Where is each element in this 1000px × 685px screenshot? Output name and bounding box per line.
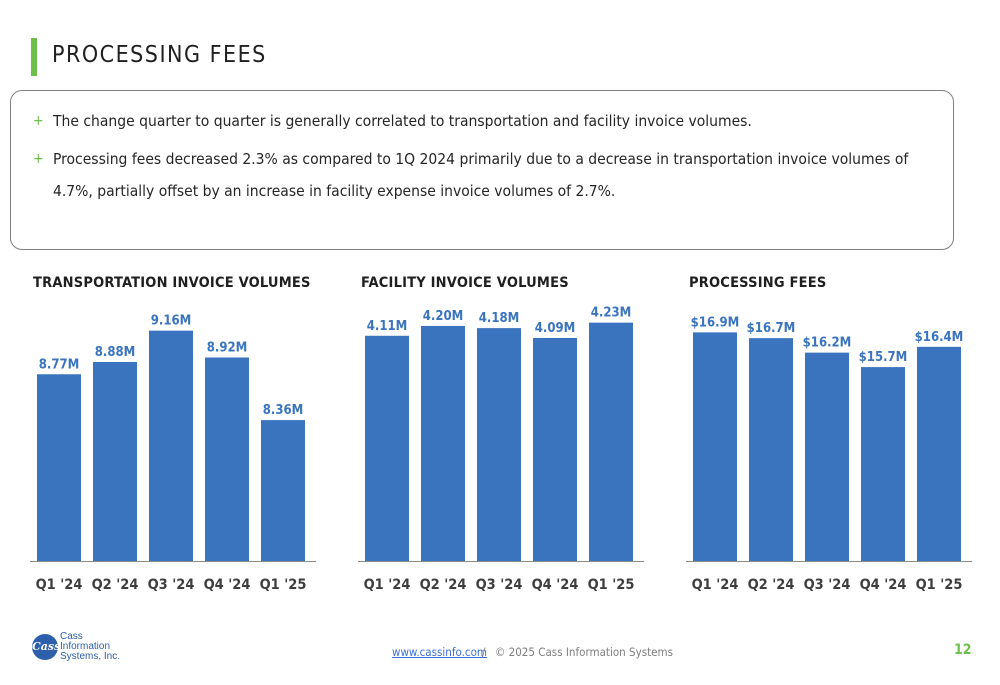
data-label-3: $15.7M (859, 350, 908, 365)
data-label-2: 4.18M (479, 311, 520, 326)
website-link[interactable]: www.cassinfo.com (392, 645, 488, 659)
bar-1 (93, 361, 137, 561)
bar-2 (805, 352, 849, 561)
bar-3 (861, 367, 905, 561)
data-label-4: $16.4M (915, 330, 964, 345)
data-label-1: 8.88M (95, 345, 136, 360)
chart-title-processing-fees: PROCESSING FEES (689, 275, 827, 291)
x-tick-label-4: Q1 '25 (260, 577, 307, 593)
x-tick-label-3: Q4 '24 (860, 577, 907, 593)
x-tick-label-0: Q1 '24 (692, 577, 739, 593)
title-accent-bar (31, 38, 37, 76)
data-label-0: 8.77M (39, 357, 80, 372)
bar-4 (589, 322, 633, 561)
bar-1 (749, 338, 793, 561)
chart-title-transportation: TRANSPORTATION INVOICE VOLUMES (33, 275, 311, 291)
bar-4 (917, 346, 961, 561)
data-label-0: $16.9M (691, 315, 740, 330)
data-label-1: 4.20M (423, 309, 464, 324)
data-label-4: 4.23M (591, 306, 632, 321)
transportation-volumes-chart: 8.77M Q1 '24 8.88M Q2 '24 9.16M Q3 '24 8.92M Q4… (30, 314, 316, 593)
bar-4 (261, 420, 305, 561)
x-tick-label-4: Q1 '25 (916, 577, 963, 593)
x-tick-label-0: Q1 '24 (364, 577, 411, 593)
processing-fees-chart: $16.9M Q1 '24 $16.7M Q2 '24 $16.2M Q3 '24 $15.… (686, 315, 972, 593)
data-label-2: 9.16M (151, 314, 192, 329)
data-label-4: 8.36M (263, 403, 304, 418)
bar-3 (205, 357, 249, 561)
bullet-item: + The change quarter to quarter is gener… (33, 105, 923, 137)
x-tick-label-3: Q4 '24 (204, 577, 251, 593)
bullet-text: The change quarter to quarter is general… (53, 112, 752, 130)
data-label-3: 4.09M (535, 321, 576, 336)
plus-icon: + (33, 151, 44, 167)
x-tick-label-1: Q2 '24 (420, 577, 467, 593)
x-tick-label-2: Q3 '24 (476, 577, 523, 593)
bar-0 (37, 374, 81, 561)
x-tick-label-1: Q2 '24 (748, 577, 795, 593)
summary-box: + The change quarter to quarter is gener… (10, 90, 954, 250)
page-number: 12 (954, 642, 972, 658)
x-tick-label-3: Q4 '24 (532, 577, 579, 593)
bar-0 (693, 332, 737, 561)
bar-3 (533, 337, 577, 561)
data-label-2: $16.2M (803, 336, 852, 351)
x-tick-label-0: Q1 '24 (36, 577, 83, 593)
bar-2 (477, 328, 521, 561)
bar-2 (149, 330, 193, 561)
data-label-0: 4.11M (367, 319, 408, 334)
cass-logo-text: Cass Information Systems, Inc. (60, 631, 121, 662)
plus-icon: + (33, 113, 44, 129)
bullet-text: Processing fees decreased 2.3% as compar… (53, 150, 909, 200)
x-tick-label-4: Q1 '25 (588, 577, 635, 593)
cass-logo-mark: Cass (32, 634, 60, 660)
bar-1 (421, 325, 465, 561)
cass-logo: Cass Cass Information Systems, Inc. (32, 632, 122, 666)
data-label-3: 8.92M (207, 340, 248, 355)
copyright-text: © 2025 Cass Information Systems (495, 645, 673, 659)
chart-title-facility: FACILITY INVOICE VOLUMES (361, 275, 569, 291)
footer-separator: / (482, 645, 486, 659)
data-label-1: $16.7M (747, 321, 796, 336)
x-tick-label-1: Q2 '24 (92, 577, 139, 593)
x-tick-label-2: Q3 '24 (804, 577, 851, 593)
x-tick-label-2: Q3 '24 (148, 577, 195, 593)
bullet-item: + Processing fees decreased 2.3% as comp… (33, 143, 923, 207)
facility-volumes-chart: 4.11M Q1 '24 4.20M Q2 '24 4.18M Q3 '24 4.09M Q4… (358, 306, 644, 593)
bar-0 (365, 335, 409, 561)
page-title: PROCESSING FEES (52, 42, 267, 68)
